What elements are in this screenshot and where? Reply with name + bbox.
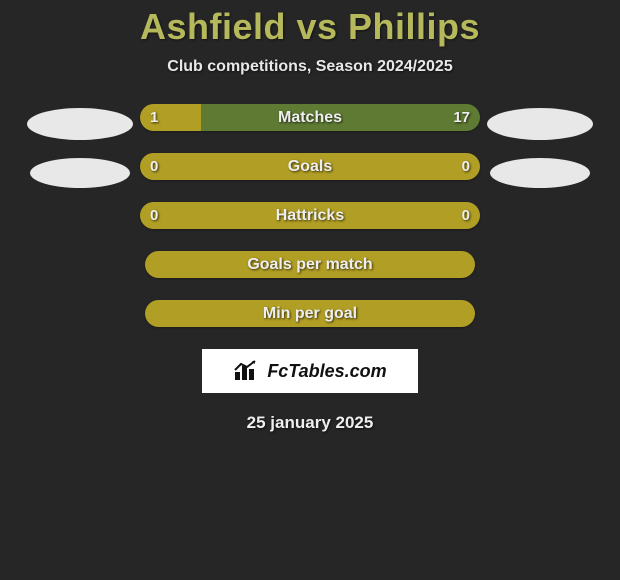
right-badge-column	[480, 104, 600, 206]
page-subtitle: Club competitions, Season 2024/2025	[0, 58, 620, 76]
stats-area: Matches117 Goals00 Hattricks00 Goals per ma…	[0, 104, 620, 327]
stats-card: Ashfield vs Phillips Club competitions, …	[0, 0, 620, 433]
chart-icon	[233, 360, 261, 382]
left-team-badge-0	[27, 108, 133, 140]
stat-bar-fill-left	[140, 104, 201, 131]
stat-bar-min-per-goal: Min per goal	[145, 300, 475, 327]
page-title: Ashfield vs Phillips	[0, 6, 620, 48]
left-badge-column	[20, 104, 140, 206]
source-logo-text: FcTables.com	[267, 361, 386, 382]
right-team-badge-1	[490, 158, 590, 188]
stat-bar-goals: Goals00	[140, 153, 480, 180]
stat-bar-goals-per-match: Goals per match	[145, 251, 475, 278]
stat-bar-fill-left	[140, 202, 480, 229]
date-line: 25 january 2025	[0, 413, 620, 433]
stat-bar-fill-left	[145, 300, 475, 327]
left-team-badge-1	[30, 158, 130, 188]
stat-bars: Matches117 Goals00 Hattricks00 Goals per ma…	[140, 104, 480, 327]
stat-bar-fill-left	[145, 251, 475, 278]
stat-bar-matches: Matches117	[140, 104, 480, 131]
right-team-badge-0	[487, 108, 593, 140]
source-logo: FcTables.com	[202, 349, 418, 393]
stat-bar-hattricks: Hattricks00	[140, 202, 480, 229]
stat-bar-fill-right	[201, 104, 480, 131]
stat-bar-fill-left	[140, 153, 480, 180]
